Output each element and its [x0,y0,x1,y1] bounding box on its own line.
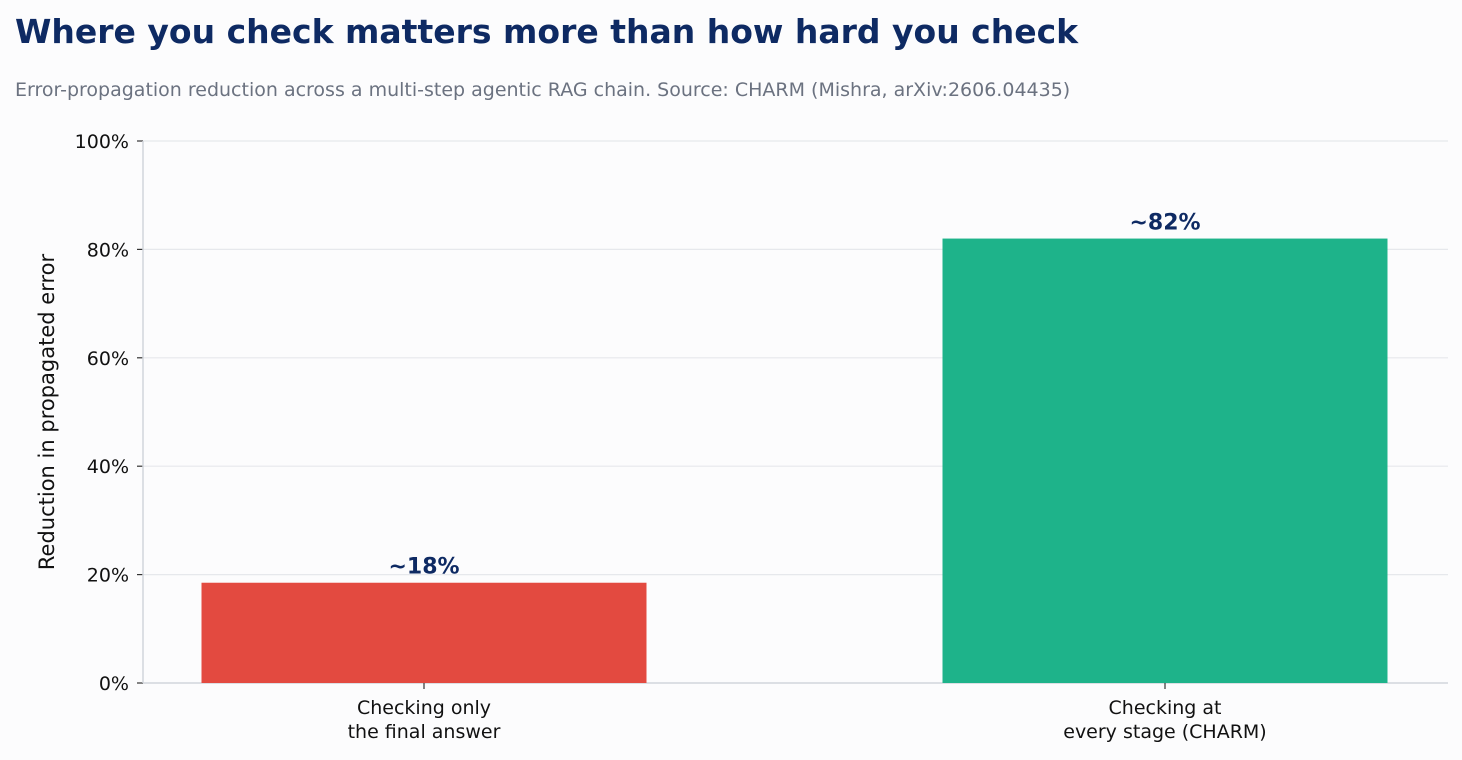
x-tick-label: Checking at [1109,697,1222,719]
chart-title: Where you check matters more than how ha… [15,12,1079,51]
y-tick-label: 80% [87,239,129,261]
bar-value-label: ~82% [1129,211,1200,236]
y-tick-label: 40% [87,456,129,478]
y-tick-label: 0% [99,673,129,695]
bar-value-label: ~18% [388,555,459,580]
bars [201,238,1388,683]
y-tick-label: 60% [87,348,129,370]
bar [201,582,647,683]
chart-subtitle: Error-propagation reduction across a mul… [15,79,1070,101]
x-tick-label: every stage (CHARM) [1063,721,1266,743]
y-tick-label: 100% [75,131,129,153]
x-tick-label: Checking only [357,697,491,719]
bar [942,238,1388,683]
x-tick-label: the final answer [348,721,501,743]
y-axis-label: Reduction in propagated error [35,254,59,571]
y-tick-label: 20% [87,565,129,587]
